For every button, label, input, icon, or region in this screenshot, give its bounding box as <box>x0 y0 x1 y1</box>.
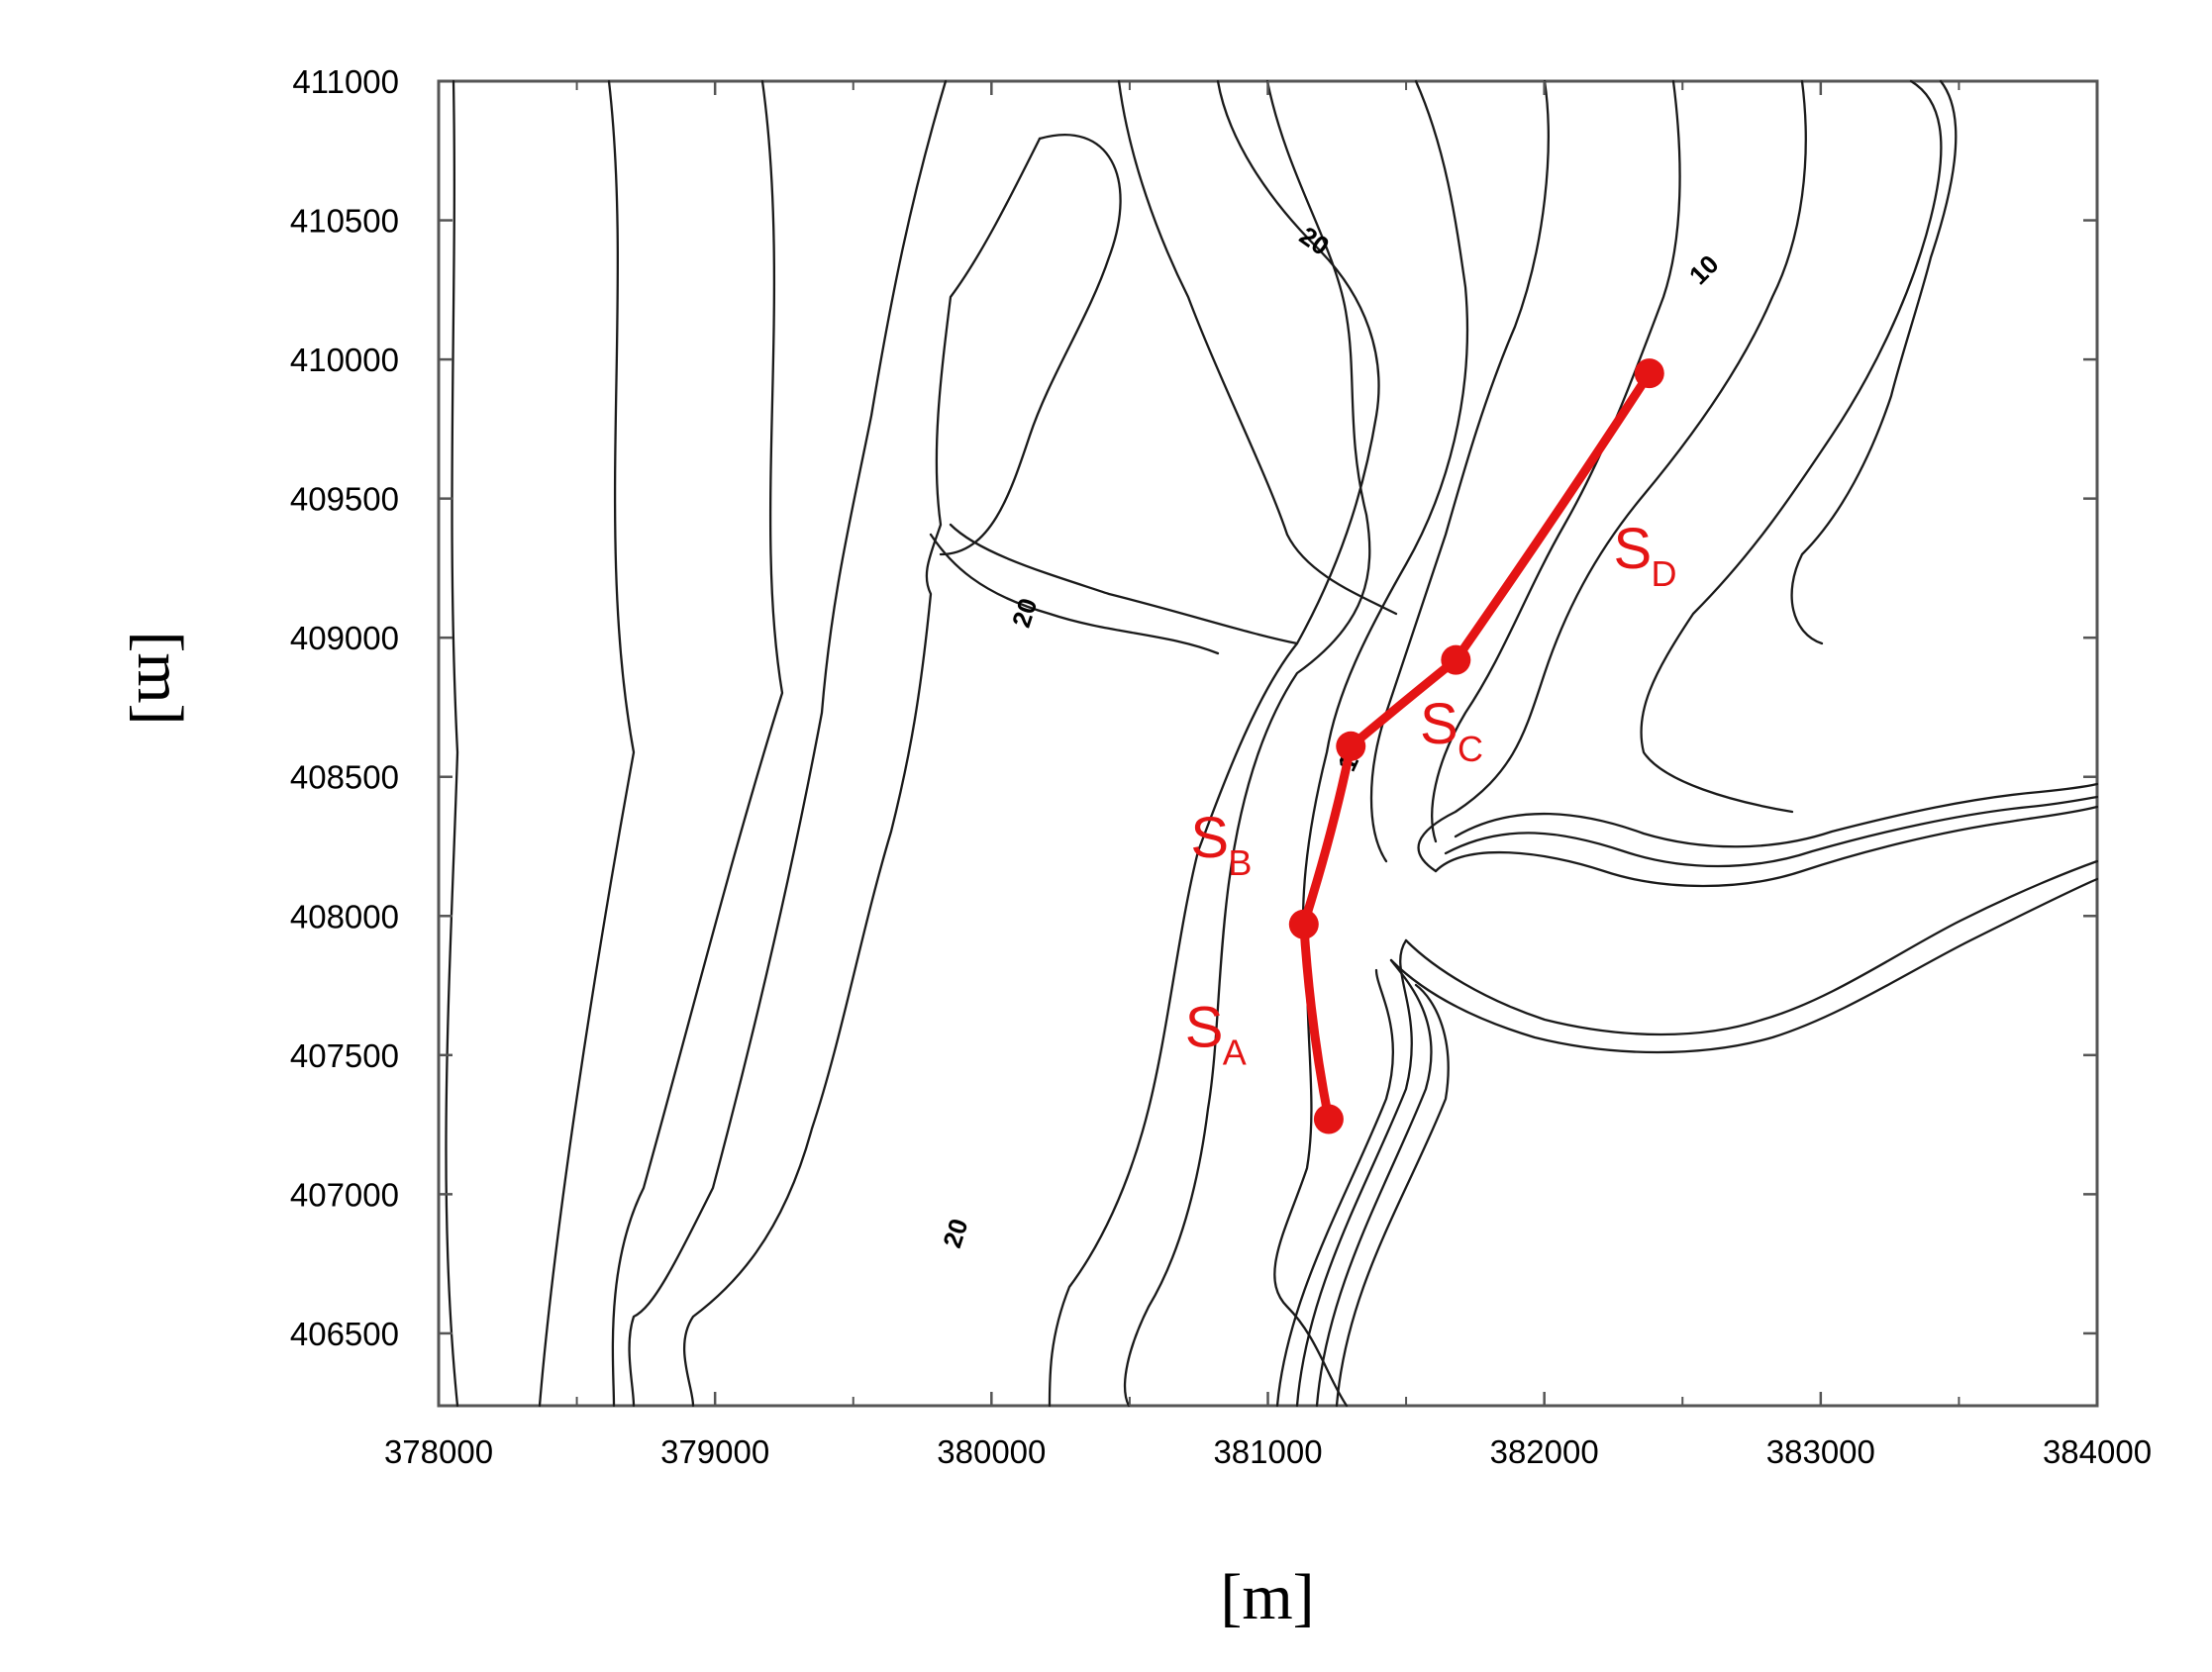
plot-frame <box>437 79 2099 1408</box>
contour-value-label: 10 <box>1683 249 1725 291</box>
segment-letter: S <box>1190 806 1229 870</box>
contour-line <box>683 137 1042 1408</box>
contour-line <box>949 523 1299 1408</box>
contour-line <box>1434 805 2099 888</box>
segment-subscript: D <box>1651 553 1676 594</box>
route-node <box>1288 909 1319 939</box>
y-axis-ticks: 411000 410500 410000 409500 409000 408500 4080… <box>290 63 2097 1352</box>
x-tick-label: 378000 <box>384 1433 493 1470</box>
contour-line <box>1790 79 1958 645</box>
y-tick-label: 408000 <box>290 898 399 934</box>
y-tick-label: 407500 <box>290 1037 399 1074</box>
contour-line <box>1295 938 1413 1408</box>
route-nodes <box>1288 358 1664 1134</box>
x-tick-label: 382000 <box>1490 1433 1599 1470</box>
y-tick-label: 410500 <box>290 203 399 240</box>
x-tick-label: 380000 <box>937 1433 1046 1470</box>
contour-line <box>1369 79 1550 863</box>
contour-line <box>1216 79 1380 645</box>
contour-line <box>538 79 636 1408</box>
segment-letter: S <box>1185 995 1224 1059</box>
segment-subscript: C <box>1458 729 1483 769</box>
x-tick-label: 381000 <box>1213 1433 1322 1470</box>
segment-letter: S <box>1613 517 1652 581</box>
x-axis-title: [m] <box>1220 1561 1314 1633</box>
contour-line <box>1404 859 2099 1036</box>
contour-line <box>1640 79 1943 814</box>
y-tick-label: 407000 <box>290 1176 399 1213</box>
contour-line <box>939 133 1122 556</box>
x-tick-label: 383000 <box>1766 1433 1875 1470</box>
route-node <box>1634 358 1664 389</box>
contour-line <box>1117 79 1398 616</box>
contour-line <box>445 79 459 1408</box>
route-node <box>1441 644 1471 675</box>
y-tick-label: 408500 <box>290 759 399 796</box>
contour-line <box>611 79 784 1408</box>
contour-line <box>1417 79 1807 873</box>
contour-line <box>1389 877 2099 1054</box>
y-axis-title: [m] <box>124 631 196 725</box>
contour-line <box>1431 79 1681 843</box>
y-tick-label: 411000 <box>292 63 399 100</box>
contour-line <box>1273 79 1469 1408</box>
segment-subscript: A <box>1223 1032 1247 1072</box>
segment-letter: S <box>1420 692 1458 756</box>
segment-subscript: B <box>1228 842 1252 883</box>
x-axis-ticks: 378000 379000 380000 381000 382000 383000 3840… <box>384 81 2152 1470</box>
segment-labels: S AS BS CS D <box>1185 517 1677 1072</box>
contour-lines <box>445 79 2099 1408</box>
contour-line <box>1454 782 2099 848</box>
contour-line <box>1275 968 1395 1408</box>
contour-line <box>628 79 948 1408</box>
x-tick-label: 379000 <box>660 1433 769 1470</box>
route-node <box>1336 731 1366 761</box>
x-tick-label: 384000 <box>2043 1433 2152 1470</box>
y-tick-label: 409500 <box>290 481 399 518</box>
y-tick-label: 410000 <box>290 342 399 378</box>
y-tick-label: 406500 <box>290 1316 399 1352</box>
route-node <box>1313 1104 1344 1134</box>
contour-line <box>1335 983 1450 1408</box>
contour-line <box>1315 958 1433 1408</box>
contour-line <box>1123 79 1371 1408</box>
y-tick-label: 409000 <box>290 620 399 656</box>
contour-value-label: 20 <box>937 1215 973 1251</box>
contour-line <box>929 533 1220 655</box>
contour-line <box>1444 795 2099 868</box>
